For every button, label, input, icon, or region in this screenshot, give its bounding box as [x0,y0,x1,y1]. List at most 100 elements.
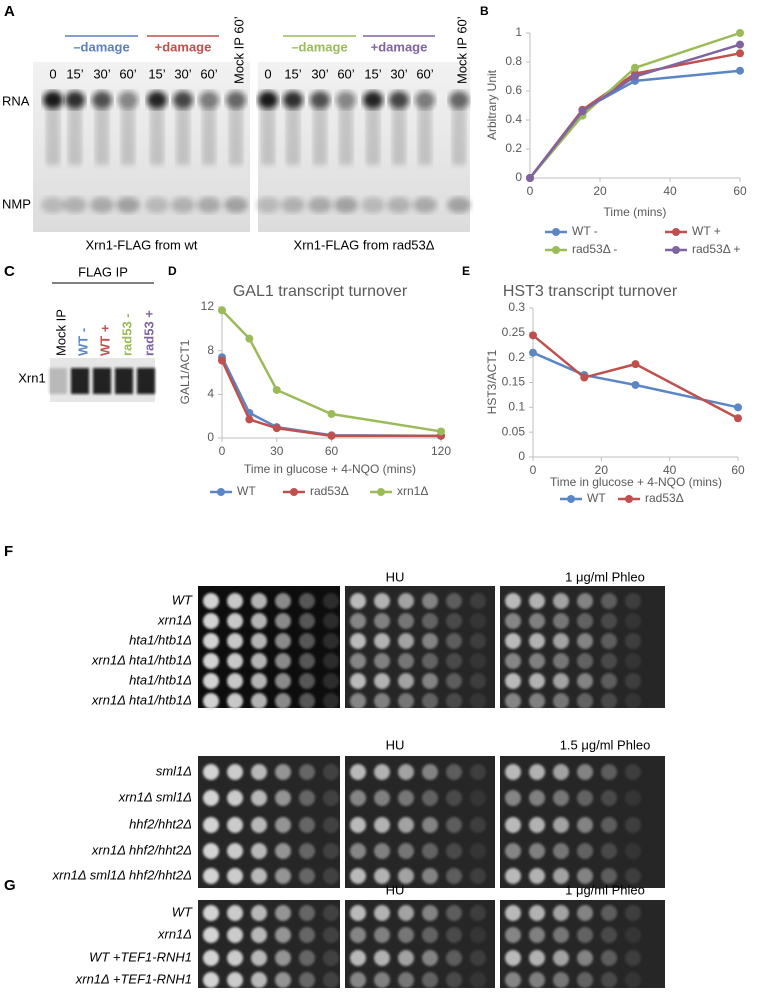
group-label: –damage [73,39,129,54]
strain-label: xrn1Δ sml1Δ [118,789,192,804]
colony-spot [203,593,219,609]
colony-spot [350,593,366,609]
y-tick-label: 0.4 [505,112,522,126]
xrn1-band [115,368,133,394]
group-label: +damage [371,39,428,54]
lane-label: 15’ [148,66,165,81]
colony-spot [350,868,366,884]
colony-spot [227,972,243,988]
chart-title: GAL1 transcript turnover [233,283,408,300]
colony-spot [299,972,315,988]
colony-spot [374,817,390,833]
colony-spot [422,633,438,649]
smear [121,105,135,165]
colony-spot [625,633,641,649]
y-axis-label: GAL1/ACT1 [178,339,192,404]
colony-spot [323,868,339,884]
colony-spot [553,790,569,806]
y-axis-label: Arbitrary Unit [485,69,499,140]
rna-band [415,91,435,109]
condition-label: 1.5 μg/ml Phleo [560,737,651,752]
x-axis-label: Time in glucose + 4-NQO (mins) [244,462,416,476]
colony-spot [470,868,486,884]
row-label: RNA [2,93,30,108]
colony-spot [529,950,545,966]
colony-spot [323,972,339,988]
colony-spot [422,817,438,833]
strain-label: xrn1Δ hhf2/hht2Δ [91,842,192,857]
colony-spot [374,673,390,689]
colony-spot [275,593,291,609]
colony-spot [299,593,315,609]
colony-spot [505,950,521,966]
colony-spot [251,764,267,780]
colony-spot [553,950,569,966]
colony-spot [505,673,521,689]
series-line [529,43,741,179]
strain-label: hta1/htb1Δ [129,632,192,647]
colony-spot [470,593,486,609]
colony-spot [470,905,486,921]
colony-spot [374,905,390,921]
lane-label: rad53 - [119,313,134,356]
x-tick-label: 60 [733,184,747,198]
colony-spot [625,790,641,806]
colony-spot [577,868,593,884]
data-point [218,356,226,365]
colony-spot [374,927,390,943]
colony-spot [553,843,569,859]
colony-spot [505,764,521,780]
nmp-band [361,197,385,213]
colony-spot [275,673,291,689]
legend-label: WT [237,484,256,498]
colony-spot [422,673,438,689]
colony-spot [203,693,219,709]
ip-header: FLAG IP [78,264,128,279]
colony-spot [251,843,267,859]
colony-spot [350,927,366,943]
colony-spot [323,790,339,806]
colony-spot [275,633,291,649]
smear [261,105,275,165]
colony-spot [350,613,366,629]
lane-label: 30’ [311,66,328,81]
data-point [734,403,742,412]
xrn1-band [71,368,89,394]
legend-marker [672,246,680,254]
nmp-band [171,197,195,213]
colony-spot [446,927,462,943]
data-point [736,40,744,49]
colony-spot [601,905,617,921]
x-tick-label: 0 [530,463,537,477]
colony-spot [529,972,545,988]
colony-spot [203,868,219,884]
lane-label: Mock IP [53,309,68,356]
colony-spot [374,843,390,859]
smear [202,105,216,165]
colony-spot [227,843,243,859]
data-point [272,385,281,394]
data-point [734,414,742,423]
colony-spot [398,593,414,609]
nmp-band [387,197,411,213]
plate-image [198,756,340,888]
colony-spot [227,868,243,884]
panel-label: E [462,264,470,278]
legend-label: xrn1Δ [397,484,428,498]
colony-spot [529,633,545,649]
colony-spot [422,972,438,988]
colony-spot [203,950,219,966]
colony-spot [601,868,617,884]
colony-spot [374,693,390,709]
colony-spot [446,817,462,833]
colony-spot [398,843,414,859]
legend-marker [217,488,225,496]
colony-spot [275,950,291,966]
legend-label: rad53Δ [310,484,349,498]
colony-spot [625,972,641,988]
nmp-band [224,197,248,213]
condition-label: HU [386,882,405,897]
colony-spot [577,790,593,806]
colony-spot [601,653,617,669]
